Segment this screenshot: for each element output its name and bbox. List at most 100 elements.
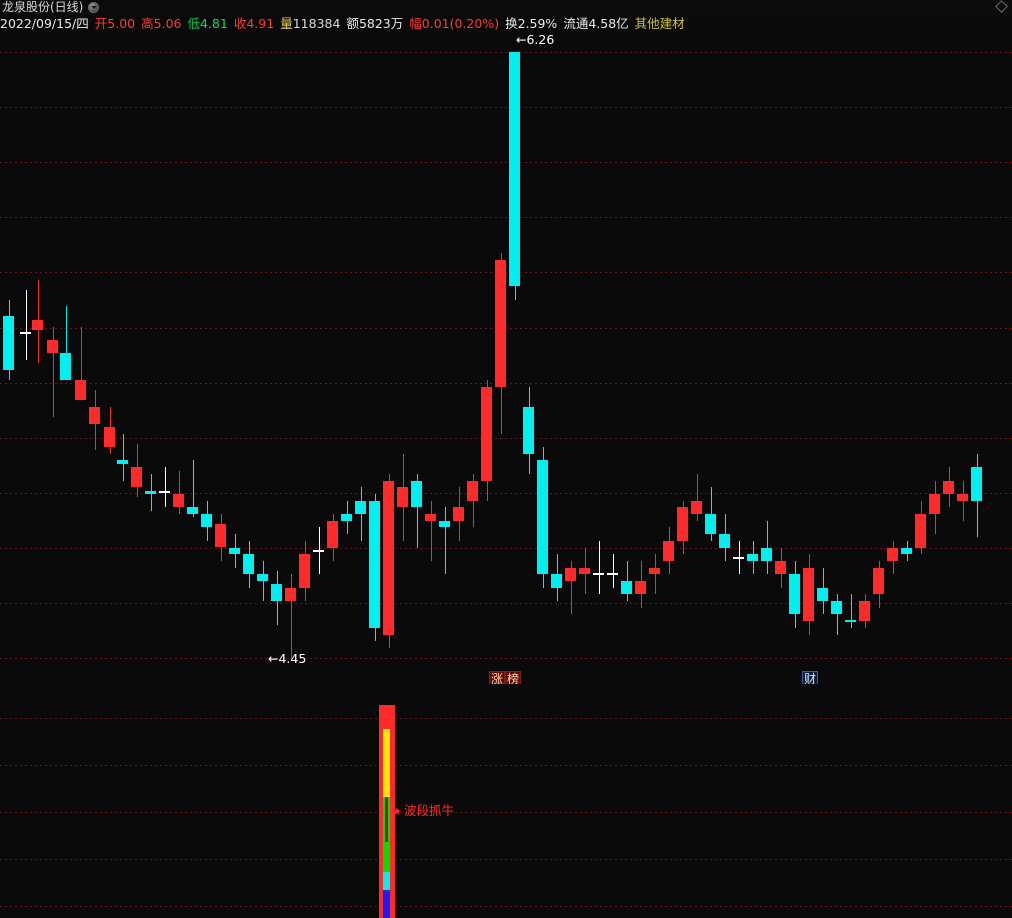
- indicator-cyan-core: [383, 872, 390, 890]
- candle-body: [481, 386, 492, 481]
- candle-body: [425, 514, 436, 521]
- candle-body: [607, 573, 618, 576]
- gridline: [0, 547, 1012, 549]
- candle-wick: [179, 470, 180, 515]
- gridline: [0, 327, 1012, 329]
- candle-wick: [417, 473, 418, 548]
- candle-body: [943, 480, 954, 494]
- gridline: [0, 217, 1012, 219]
- indicator-brown-line: [385, 797, 388, 842]
- quote-volume-value: 118384: [292, 16, 341, 31]
- candle-body: [733, 556, 744, 559]
- quote-sector[interactable]: 其他建材: [634, 16, 685, 31]
- indicator-signal-label: 波段抓牛: [404, 803, 455, 818]
- indicator-blue-core: [383, 872, 390, 918]
- high-price-label: ←6.26: [516, 33, 555, 47]
- gridline: [0, 382, 1012, 384]
- gridline: [0, 859, 1012, 860]
- candle-wick: [473, 473, 474, 528]
- candle-body: [803, 567, 814, 622]
- page-title: 龙泉股份(日线): [2, 0, 84, 14]
- gridline: [0, 162, 1012, 164]
- gridline: [0, 718, 1012, 719]
- quote-turnover-value: 2.59%: [517, 16, 558, 31]
- candle-body: [397, 487, 408, 508]
- chevron-down-circle-icon[interactable]: [88, 2, 99, 13]
- candle-body: [313, 549, 324, 552]
- candle-wick: [291, 574, 292, 658]
- quote-turnover-label: 换: [505, 16, 518, 31]
- candle-wick: [431, 500, 432, 561]
- candle-body: [299, 554, 310, 588]
- gridline: [0, 272, 1012, 274]
- candle-body: [117, 460, 128, 464]
- candle-body: [60, 353, 71, 381]
- quote-open-value: 5.00: [107, 16, 136, 31]
- candle-body: [705, 514, 716, 535]
- candle-body: [915, 514, 926, 548]
- candle-body: [383, 480, 394, 635]
- gridline: [0, 812, 1012, 813]
- candle-body: [635, 580, 646, 595]
- candle-wick: [123, 433, 124, 481]
- candle-body: [509, 52, 520, 287]
- quote-float-label: 流通: [563, 16, 589, 31]
- candle-wick: [851, 594, 852, 628]
- candle-body: [75, 380, 86, 401]
- candle-body: [47, 339, 58, 354]
- candle-body: [761, 547, 772, 561]
- quote-date: 2022/09/15/四: [0, 16, 89, 31]
- candle-body: [887, 547, 898, 561]
- gridline: [0, 492, 1012, 494]
- candle-body: [817, 587, 828, 602]
- candle-body: [159, 491, 170, 494]
- candle-body: [677, 507, 688, 541]
- candle-body: [145, 490, 156, 494]
- indicator-chart-pane[interactable]: ★ 波段抓牛: [0, 684, 1012, 918]
- candle-body: [537, 460, 548, 575]
- candle-body: [929, 493, 940, 515]
- candle-body: [579, 567, 590, 575]
- candle-body: [201, 514, 212, 528]
- candle-wick: [193, 460, 194, 518]
- gridline: [0, 107, 1012, 109]
- window-titlebar: 龙泉股份(日线): [0, 0, 1012, 15]
- candle-body: [32, 319, 43, 330]
- gridline: [0, 437, 1012, 439]
- candle-body: [663, 540, 674, 561]
- low-price-label: ←4.45: [268, 651, 307, 666]
- marker-zhang[interactable]: 涨: [489, 671, 506, 684]
- candle-wick: [613, 554, 614, 588]
- gridline: [0, 52, 1012, 53]
- candle-body: [565, 567, 576, 581]
- indicator-yellow-core: [383, 729, 390, 797]
- candle-body: [104, 426, 115, 448]
- candle-body: [495, 259, 506, 387]
- quote-amount-label: 额: [346, 16, 359, 31]
- quote-close-label: 收: [233, 16, 247, 31]
- candle-body: [775, 560, 786, 575]
- candle-wick: [445, 507, 446, 575]
- candle-wick: [655, 554, 656, 595]
- candle-body: [89, 406, 100, 424]
- candle-body: [747, 554, 758, 561]
- gridline: [0, 765, 1012, 766]
- marker-cai[interactable]: 财: [802, 671, 819, 684]
- candle-body: [719, 534, 730, 548]
- candle-body: [327, 520, 338, 548]
- candle-body: [229, 547, 240, 555]
- candle-body: [957, 493, 968, 501]
- quote-open-label: 开: [94, 16, 108, 31]
- candle-body: [187, 507, 198, 515]
- candle-body: [453, 507, 464, 521]
- quote-float-value: 4.58亿: [588, 16, 629, 31]
- candle-body: [831, 601, 842, 615]
- candle-body: [341, 514, 352, 521]
- diamond-icon[interactable]: [995, 0, 1008, 13]
- candle-body: [411, 480, 422, 508]
- gridline: [0, 906, 1012, 907]
- price-chart-pane[interactable]: ←6.26 ←4.45 涨榜 财: [0, 33, 1012, 684]
- candle-body: [355, 500, 366, 515]
- candle-body: [971, 467, 982, 501]
- marker-bang[interactable]: 榜: [505, 671, 522, 684]
